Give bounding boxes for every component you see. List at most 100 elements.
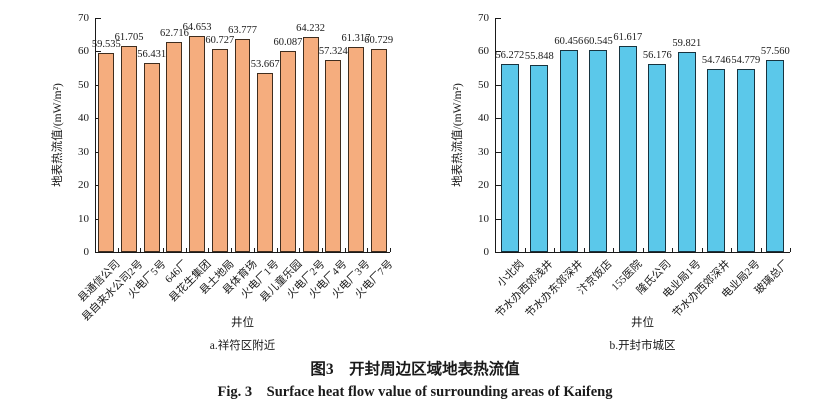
bar-value-label: 60.727	[205, 35, 235, 46]
bar-value-label: 60.456	[554, 36, 584, 47]
x-tick	[299, 248, 301, 252]
x-tick	[208, 248, 210, 252]
x-tick	[185, 248, 187, 252]
y-tick-label: 70	[478, 12, 489, 24]
x-tick	[760, 248, 762, 252]
bar-value-label: 64.232	[296, 23, 325, 34]
bar-value-label: 60.087	[273, 37, 303, 48]
x-tick	[790, 248, 791, 252]
bar-value-label: 56.431	[137, 49, 167, 60]
x-tick	[554, 248, 555, 252]
y-tick-label: 70	[78, 12, 89, 24]
x-tick	[140, 248, 142, 252]
bar	[302, 37, 319, 252]
bar	[143, 63, 160, 252]
y-tick-label: 50	[478, 78, 489, 91]
bar	[98, 53, 115, 252]
y-tick-label: 30	[78, 145, 89, 158]
y-tick	[496, 185, 501, 187]
y-tick-label: 60	[478, 45, 489, 58]
bar-value-label: 53.667	[250, 59, 280, 70]
x-axis	[95, 252, 390, 253]
bar	[589, 50, 608, 252]
x-tick	[95, 248, 96, 252]
x-tick	[613, 248, 614, 252]
x-tick	[524, 248, 526, 252]
bar	[707, 69, 726, 252]
x-tick	[367, 248, 369, 252]
bar	[121, 46, 137, 252]
y-tick	[496, 151, 501, 153]
y-tick-label: 10	[478, 212, 489, 225]
bar-value-label: 57.560	[760, 46, 790, 57]
x-tick	[231, 248, 233, 252]
bar	[279, 51, 296, 252]
y-tick-label: 40	[78, 112, 89, 125]
bar-value-label: 61.705	[114, 32, 144, 43]
y-tick	[96, 252, 101, 253]
bar-value-label: 54.746	[701, 55, 731, 66]
y-tick-label: 40	[478, 112, 489, 125]
x-tick	[276, 248, 278, 252]
bar	[559, 50, 578, 252]
bar-value-label: 60.545	[583, 36, 613, 47]
bar	[648, 64, 667, 252]
x-tick	[344, 248, 346, 252]
x-tick	[583, 248, 585, 252]
y-tick-label: 10	[78, 212, 89, 225]
x-tick	[253, 248, 255, 252]
figure-caption-zh: 图3 开封周边区域地表热流值	[310, 361, 520, 378]
bar-value-label: 63.777	[228, 25, 257, 36]
bar	[500, 64, 519, 252]
y-tick-label: 20	[78, 179, 89, 192]
x-tick	[672, 248, 673, 252]
y-axis	[495, 18, 496, 253]
x-tick	[495, 248, 496, 252]
bar-value-label: 57.324	[318, 46, 348, 57]
y-tick	[496, 218, 501, 220]
bar	[530, 65, 549, 252]
chart-subtitle: a.祥符区附近	[209, 340, 276, 352]
y-tick	[496, 252, 501, 253]
x-tick	[701, 248, 703, 252]
bar	[736, 69, 755, 252]
bar-value-label: 56.272	[495, 50, 525, 61]
y-tick-label: 0	[83, 246, 90, 258]
x-tick	[117, 248, 119, 252]
bar-value-label: 61.617	[613, 32, 643, 43]
bar	[766, 60, 785, 252]
bar-value-label: 61.317	[341, 33, 371, 44]
x-tick	[163, 248, 165, 252]
bar	[166, 42, 183, 252]
bar	[618, 46, 637, 252]
bar	[677, 52, 696, 252]
y-axis	[95, 18, 96, 253]
x-axis-label: 井位	[231, 317, 254, 329]
y-tick	[496, 51, 501, 53]
bar	[325, 60, 342, 252]
x-tick	[321, 248, 323, 252]
x-axis	[495, 252, 790, 253]
y-tick-label: 50	[78, 78, 89, 91]
y-tick-label: 0	[483, 246, 490, 258]
bar	[211, 49, 228, 252]
figure-caption-en: Fig. 3 Surface heat flow value of surrou…	[217, 384, 613, 400]
bar-value-label: 54.779	[731, 55, 761, 66]
bar	[257, 73, 274, 252]
bar	[370, 49, 387, 252]
chart-subtitle: b.开封市城区	[609, 340, 676, 352]
x-axis-label: 井位	[631, 317, 654, 329]
bar	[234, 39, 251, 252]
y-tick	[496, 84, 501, 86]
y-tick	[96, 51, 101, 53]
y-axis-label: 地表热流值/(mW/m²)	[452, 83, 464, 187]
bar-value-label: 59.535	[91, 39, 121, 50]
y-tick	[496, 118, 501, 120]
y-tick	[496, 18, 501, 19]
bar	[348, 47, 364, 252]
y-tick	[96, 18, 101, 19]
x-tick	[731, 248, 732, 252]
